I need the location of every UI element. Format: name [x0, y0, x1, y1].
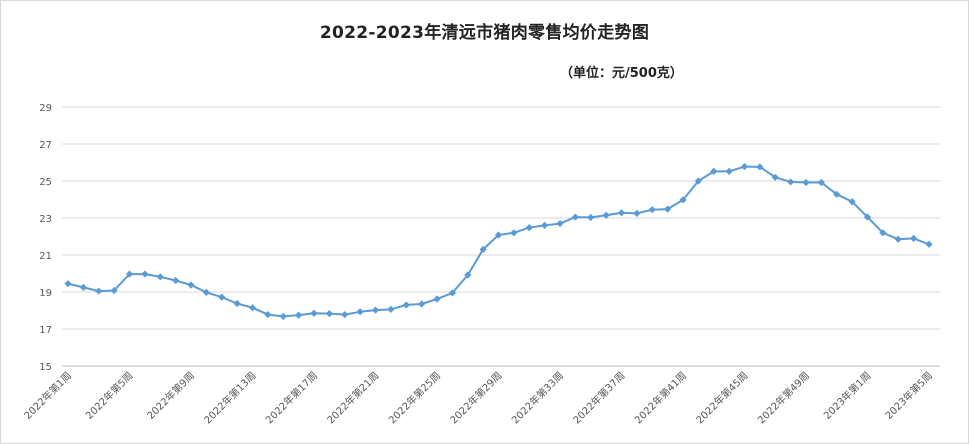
x-tick-label: 2022年第9周 — [144, 369, 197, 422]
x-tick-label: 2022年第37周 — [570, 369, 627, 426]
data-point-marker — [879, 229, 887, 237]
data-point-marker — [894, 235, 902, 243]
data-point-marker — [833, 190, 841, 198]
data-point-marker — [694, 177, 702, 185]
data-point-marker — [402, 301, 410, 309]
x-tick-label: 2022年第45周 — [693, 369, 750, 426]
x-tick-label: 2022年第33周 — [509, 369, 566, 426]
data-point-marker — [448, 289, 456, 297]
data-point-marker — [802, 178, 810, 187]
y-tick-label: 15 — [39, 362, 52, 373]
data-point-marker — [740, 162, 749, 171]
y-axis: 15 17 19 21 23 25 27 29 — [39, 103, 52, 373]
x-tick-label: 2022年第49周 — [755, 369, 812, 426]
data-point-marker — [264, 310, 272, 319]
data-point-marker — [172, 276, 180, 285]
price-series — [64, 162, 933, 321]
series-line — [67, 165, 930, 318]
data-point-marker — [541, 221, 549, 229]
x-tick-label: 2023年第5周 — [882, 369, 935, 422]
x-tick-label: 2023年第1周 — [821, 369, 874, 422]
data-point-marker — [387, 305, 395, 313]
data-point-marker — [771, 173, 779, 181]
y-tick-label: 27 — [39, 140, 52, 151]
x-tick-label: 2022年第17周 — [263, 369, 320, 426]
x-axis: 2022年第1周 2022年第5周 2022年第9周 2022年第13周 2022年第1… — [21, 365, 940, 426]
data-point-marker — [587, 213, 595, 222]
data-point-marker — [233, 299, 241, 308]
x-tick-label: 2022年第25周 — [386, 369, 443, 426]
x-tick-label: 2022年第21周 — [324, 369, 381, 426]
data-point-marker — [464, 271, 472, 279]
data-point-marker — [433, 295, 441, 303]
data-point-marker — [95, 287, 103, 295]
data-point-marker — [418, 300, 426, 308]
data-point-marker — [571, 213, 579, 221]
y-tick-label: 21 — [39, 251, 52, 262]
data-point-marker — [664, 205, 672, 213]
data-point-marker — [279, 312, 287, 321]
data-point-marker — [141, 270, 149, 278]
x-tick-label: 2022年第41周 — [632, 369, 689, 426]
data-point-marker — [510, 229, 518, 237]
data-point-marker — [494, 231, 503, 239]
data-point-marker — [310, 309, 318, 317]
data-point-marker — [125, 270, 134, 278]
x-tick-label: 2022年第13周 — [201, 369, 258, 426]
data-point-marker — [725, 167, 733, 175]
x-tick-label: 2022年第5周 — [83, 369, 136, 422]
data-point-marker — [79, 283, 87, 291]
data-point-marker — [295, 311, 303, 319]
data-point-marker — [848, 198, 856, 206]
data-point-marker — [110, 286, 118, 295]
data-point-marker — [756, 163, 764, 171]
data-point-marker — [602, 211, 610, 219]
data-point-marker — [787, 178, 795, 186]
y-tick-label: 29 — [39, 103, 52, 114]
data-point-marker — [817, 178, 825, 187]
data-point-marker — [371, 306, 380, 314]
gridlines — [62, 106, 940, 367]
data-point-marker — [479, 245, 487, 254]
data-point-marker — [863, 213, 872, 221]
chart-title: 2022-2023年清远市猪肉零售均价走势图 — [319, 23, 650, 43]
data-point-marker — [218, 293, 226, 301]
data-point-marker — [648, 206, 656, 214]
data-point-marker — [64, 280, 72, 288]
data-point-marker — [187, 281, 195, 289]
data-point-marker — [525, 224, 533, 232]
x-tick-label: 2022年第29周 — [447, 369, 504, 426]
chart-unit-label: （单位：元/500克） — [560, 66, 683, 81]
y-tick-label: 19 — [39, 288, 52, 299]
data-point-marker — [910, 234, 918, 242]
y-tick-label: 17 — [39, 325, 52, 336]
data-point-marker — [925, 240, 933, 248]
data-point-marker — [325, 310, 333, 318]
data-point-marker — [202, 288, 210, 296]
data-point-marker — [248, 304, 257, 312]
data-point-marker — [156, 273, 164, 281]
data-point-marker — [679, 196, 687, 204]
data-point-marker — [556, 219, 564, 228]
data-point-marker — [617, 209, 626, 217]
data-point-marker — [710, 167, 718, 175]
data-point-marker — [341, 310, 349, 319]
x-tick-label: 2022年第1周 — [21, 369, 74, 422]
y-tick-label: 25 — [39, 177, 52, 188]
data-point-marker — [356, 308, 364, 316]
y-tick-label: 23 — [39, 214, 52, 225]
data-point-marker — [633, 209, 641, 217]
